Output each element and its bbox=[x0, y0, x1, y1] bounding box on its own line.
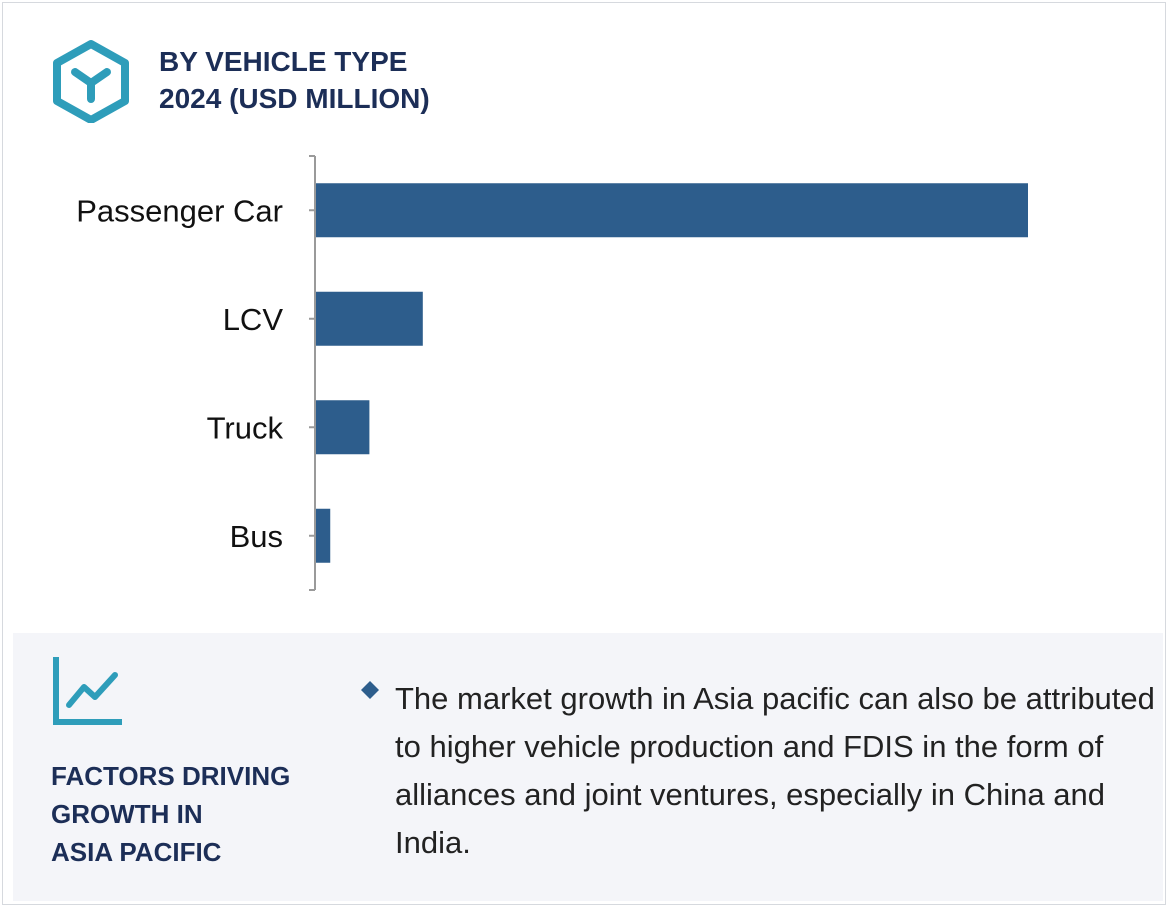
factors-description: The market growth in Asia pacific can al… bbox=[395, 681, 1155, 860]
chart-title-line1: BY VEHICLE TYPE bbox=[159, 46, 408, 77]
factors-title-line2: GROWTH IN bbox=[51, 799, 203, 829]
bar-bus bbox=[316, 508, 331, 563]
diamond-bullet-icon bbox=[361, 681, 379, 699]
hexagon-y-logo-icon bbox=[53, 40, 129, 123]
factors-title-line3: ASIA PACIFIC bbox=[51, 837, 222, 867]
bar-truck bbox=[316, 400, 370, 455]
bar-lcv bbox=[316, 291, 423, 346]
factors-title-line1: FACTORS DRIVING bbox=[51, 761, 291, 791]
trend-line-chart-icon bbox=[53, 657, 122, 725]
vehicle-type-bar-chart: Passenger Car LCV Truck Bus bbox=[76, 155, 1028, 591]
y-tick-label: Bus bbox=[230, 519, 283, 554]
factors-panel: FACTORS DRIVING GROWTH IN ASIA PACIFIC T… bbox=[13, 633, 1163, 901]
y-tick-label: LCV bbox=[223, 302, 284, 337]
bar-passenger-car bbox=[316, 183, 1028, 238]
y-tick-label: Passenger Car bbox=[76, 193, 283, 228]
chart-title-line2: 2024 (USD MILLION) bbox=[159, 83, 430, 114]
y-tick-label: Truck bbox=[207, 410, 284, 445]
chart-title: BY VEHICLE TYPE 2024 (USD MILLION) bbox=[159, 43, 430, 117]
factors-title: FACTORS DRIVING GROWTH IN ASIA PACIFIC bbox=[51, 757, 290, 871]
